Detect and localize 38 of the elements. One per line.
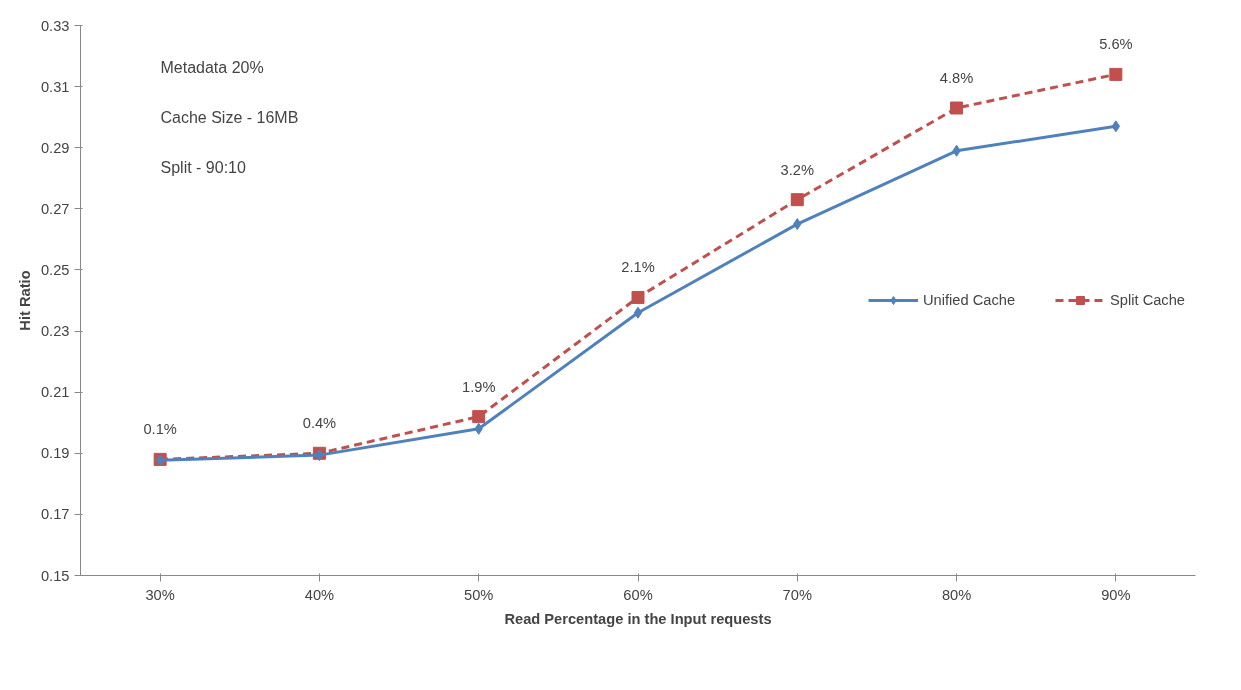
x-tick-label: 80% — [941, 586, 972, 603]
annotation: 4.8% — [939, 70, 974, 86]
y-tick-label: 0.23 — [40, 323, 70, 340]
y-tick-label: 0.17 — [40, 506, 70, 523]
annotation: Split - 90:10 — [160, 158, 246, 176]
annotation: 0.1% — [143, 421, 177, 438]
x-tick-label: 50% — [464, 586, 494, 603]
annotation: 5.6% — [1099, 36, 1133, 53]
annotation: Cache Size - 16MB — [160, 108, 299, 126]
y-tick-label: 0.15 — [40, 567, 70, 584]
annotation: 2.1% — [621, 259, 655, 276]
x-tick-label: 30% — [145, 586, 175, 603]
point — [472, 410, 486, 424]
x-axis-title: Read Percentage in the Input requests — [504, 610, 772, 627]
y-axis-title: Hit Ratio — [16, 270, 33, 331]
legend-label: Unified Cache — [922, 292, 1016, 308]
x-tick-label: 40% — [304, 586, 335, 603]
annotation: 1.9% — [462, 378, 496, 395]
point — [790, 193, 804, 207]
y-tick-label: 0.33 — [40, 17, 70, 34]
y-tick-label: 0.31 — [40, 78, 70, 95]
x-tick-label: 60% — [623, 586, 653, 603]
x-tick-label: 90% — [1101, 586, 1131, 603]
point — [950, 101, 964, 115]
y-tick-label: 0.25 — [40, 261, 70, 278]
y-tick-label: 0.19 — [40, 445, 70, 462]
point — [631, 290, 645, 304]
y-tick-label: 0.27 — [40, 200, 70, 217]
legend-label: Split Cache — [1110, 292, 1185, 308]
annotation: 0.4% — [302, 415, 337, 432]
annotation: Metadata 20% — [160, 58, 264, 76]
y-tick-label: 0.21 — [40, 384, 70, 401]
annotation: 3.2% — [780, 161, 814, 178]
y-tick-label: 0.29 — [40, 139, 70, 156]
point — [1109, 67, 1123, 81]
point — [633, 306, 643, 319]
point — [1111, 120, 1121, 133]
x-tick-label: 70% — [782, 586, 812, 603]
